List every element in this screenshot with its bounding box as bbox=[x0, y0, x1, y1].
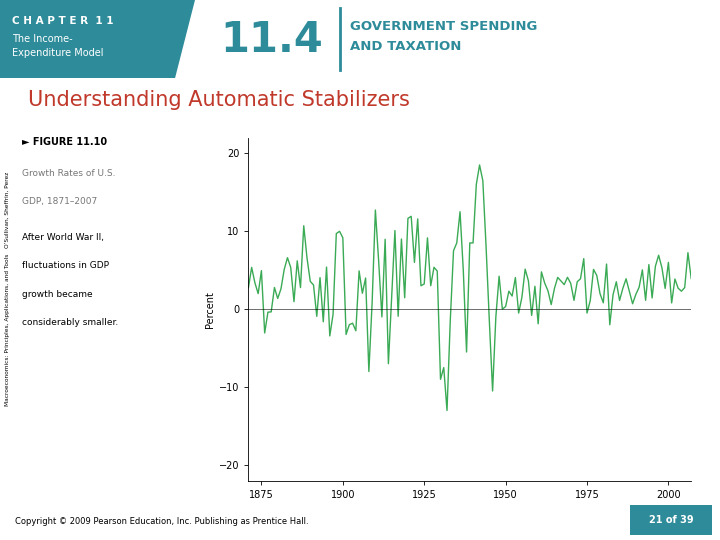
Text: After World War II,: After World War II, bbox=[22, 233, 104, 242]
Y-axis label: Percent: Percent bbox=[204, 291, 215, 328]
Text: 11.4: 11.4 bbox=[220, 19, 323, 61]
Text: Copyright © 2009 Pearson Education, Inc. Publishing as Prentice Hall.: Copyright © 2009 Pearson Education, Inc.… bbox=[15, 517, 309, 526]
Text: growth became: growth became bbox=[22, 290, 93, 299]
Text: Understanding Automatic Stabilizers: Understanding Automatic Stabilizers bbox=[29, 90, 410, 110]
FancyBboxPatch shape bbox=[630, 504, 712, 535]
Text: 21 of 39: 21 of 39 bbox=[649, 515, 693, 525]
Text: GOVERNMENT SPENDING: GOVERNMENT SPENDING bbox=[350, 20, 537, 33]
Text: Growth Rates of U.S.: Growth Rates of U.S. bbox=[22, 169, 116, 178]
Text: AND TAXATION: AND TAXATION bbox=[350, 40, 462, 53]
Text: GDP, 1871–2007: GDP, 1871–2007 bbox=[22, 197, 97, 206]
Text: considerably smaller.: considerably smaller. bbox=[22, 319, 119, 327]
Text: Expenditure Model: Expenditure Model bbox=[12, 48, 104, 58]
Text: C H A P T E R  1 1: C H A P T E R 1 1 bbox=[12, 16, 114, 26]
Text: The Income-: The Income- bbox=[12, 34, 73, 44]
Text: fluctuations in GDP: fluctuations in GDP bbox=[22, 261, 109, 271]
Text: Macroeconomics: Principles, Applications, and Tools   O’Sullivan, Sheffrin, Pere: Macroeconomics: Principles, Applications… bbox=[6, 172, 10, 406]
Polygon shape bbox=[0, 0, 195, 78]
Text: ► FIGURE 11.10: ► FIGURE 11.10 bbox=[22, 137, 107, 147]
